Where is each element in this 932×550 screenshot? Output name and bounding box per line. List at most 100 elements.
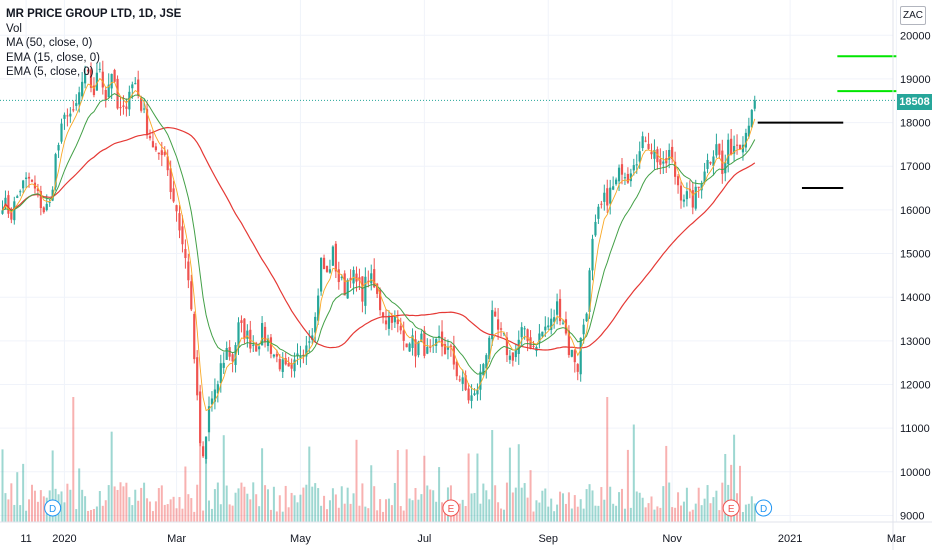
volume-bar [550, 498, 553, 522]
candle-body [715, 144, 718, 156]
x-tick-label: Nov [662, 533, 682, 545]
volume-bar [355, 439, 358, 522]
volume-bar [544, 488, 547, 522]
legend-ema15[interactable]: EMA (15, close, 0) [6, 51, 100, 64]
volume-bar [222, 435, 225, 522]
volume-bar [753, 503, 756, 522]
volume-bar [458, 503, 461, 522]
candle-body [210, 398, 214, 405]
candle-body [647, 143, 650, 149]
candle-body [131, 84, 134, 89]
volume-bar [641, 497, 644, 522]
candle-body [399, 325, 402, 331]
volume-bar [747, 503, 750, 522]
candle-body [523, 328, 526, 330]
volume-bar [75, 509, 78, 522]
volume-bar [594, 505, 597, 522]
candle-body [172, 188, 175, 202]
volume-bar [175, 508, 178, 522]
volume-bar [585, 489, 588, 522]
candle-body [671, 146, 674, 160]
volume-bar [718, 510, 721, 522]
candle-body [278, 358, 281, 370]
legend-vol[interactable]: Vol [6, 22, 22, 35]
candle-body [402, 330, 405, 341]
candle-body [718, 143, 721, 155]
candle-body [322, 257, 326, 269]
candle-body [697, 186, 700, 188]
candle-body [470, 395, 473, 401]
currency-button[interactable]: ZAC [900, 6, 926, 25]
volume-bar [258, 506, 261, 522]
volume-bar [373, 486, 376, 522]
candle-body [107, 84, 110, 98]
candle-body [66, 115, 69, 117]
candle-body [617, 167, 621, 182]
volume-bar [151, 511, 154, 522]
candle-body [623, 177, 627, 179]
candle-body [287, 363, 290, 367]
volume-bar [196, 484, 199, 522]
candle-body [75, 103, 78, 106]
volume-bar [98, 491, 101, 522]
candle-body [84, 73, 87, 84]
candle-body [51, 189, 54, 201]
candle-body [744, 132, 747, 148]
candle-body [89, 69, 93, 88]
volume-bar [609, 486, 612, 522]
volume-bar [603, 499, 606, 522]
candle-body [320, 257, 323, 292]
candle-body [485, 355, 488, 369]
candle-body [13, 201, 16, 221]
volume-bar [567, 492, 570, 522]
candle-body [502, 333, 506, 335]
volume-bar [441, 502, 444, 522]
candle-body [137, 79, 140, 96]
candle-body [225, 348, 228, 360]
volume-bar [340, 486, 343, 522]
candle-body [48, 201, 51, 203]
volume-bar [134, 489, 137, 522]
ema5-line [2, 77, 756, 412]
candle-body [325, 265, 329, 272]
volume-bar [744, 504, 747, 522]
volume-bar [691, 509, 694, 522]
candle-body [753, 100, 756, 109]
volume-bar [69, 489, 72, 522]
volume-bar [252, 482, 255, 522]
volume-bar [296, 502, 299, 522]
volume-bar [417, 499, 420, 522]
candle-body [343, 273, 346, 296]
legend-ma50[interactable]: MA (50, close, 0) [6, 37, 93, 49]
volume-bar [526, 497, 529, 522]
y-tick-label: 17000 [900, 161, 931, 173]
candle-body [166, 156, 169, 171]
volume-bar [411, 500, 414, 522]
y-tick-label: 11000 [900, 423, 930, 435]
candle-body [632, 165, 635, 171]
x-tick-label: May [290, 533, 311, 545]
candle-body [612, 186, 615, 190]
candle-body [676, 176, 680, 186]
volume-bar [582, 508, 585, 522]
candle-body [703, 171, 706, 183]
candle-body [178, 213, 181, 231]
volume-bar [688, 511, 691, 522]
legend-ema5[interactable]: EMA (5, close, 0) [6, 66, 94, 78]
volume-bar [621, 488, 623, 522]
volume-bar [284, 485, 287, 522]
legend-symbol-title[interactable]: MR PRICE GROUP LTD, 1D, JSE [6, 8, 182, 20]
volume-bar [320, 505, 323, 522]
volume-bar [505, 482, 508, 522]
volume-bar [520, 487, 523, 522]
event-marker-label: E [728, 504, 735, 515]
candle-body [724, 162, 727, 174]
candle-body [36, 188, 39, 191]
volume-bar [1, 449, 4, 522]
candle-body [355, 273, 358, 282]
volume-bar [659, 507, 662, 522]
volume-bar [491, 430, 494, 522]
candle-body [588, 270, 591, 312]
x-tick-label: Mar [167, 533, 186, 545]
